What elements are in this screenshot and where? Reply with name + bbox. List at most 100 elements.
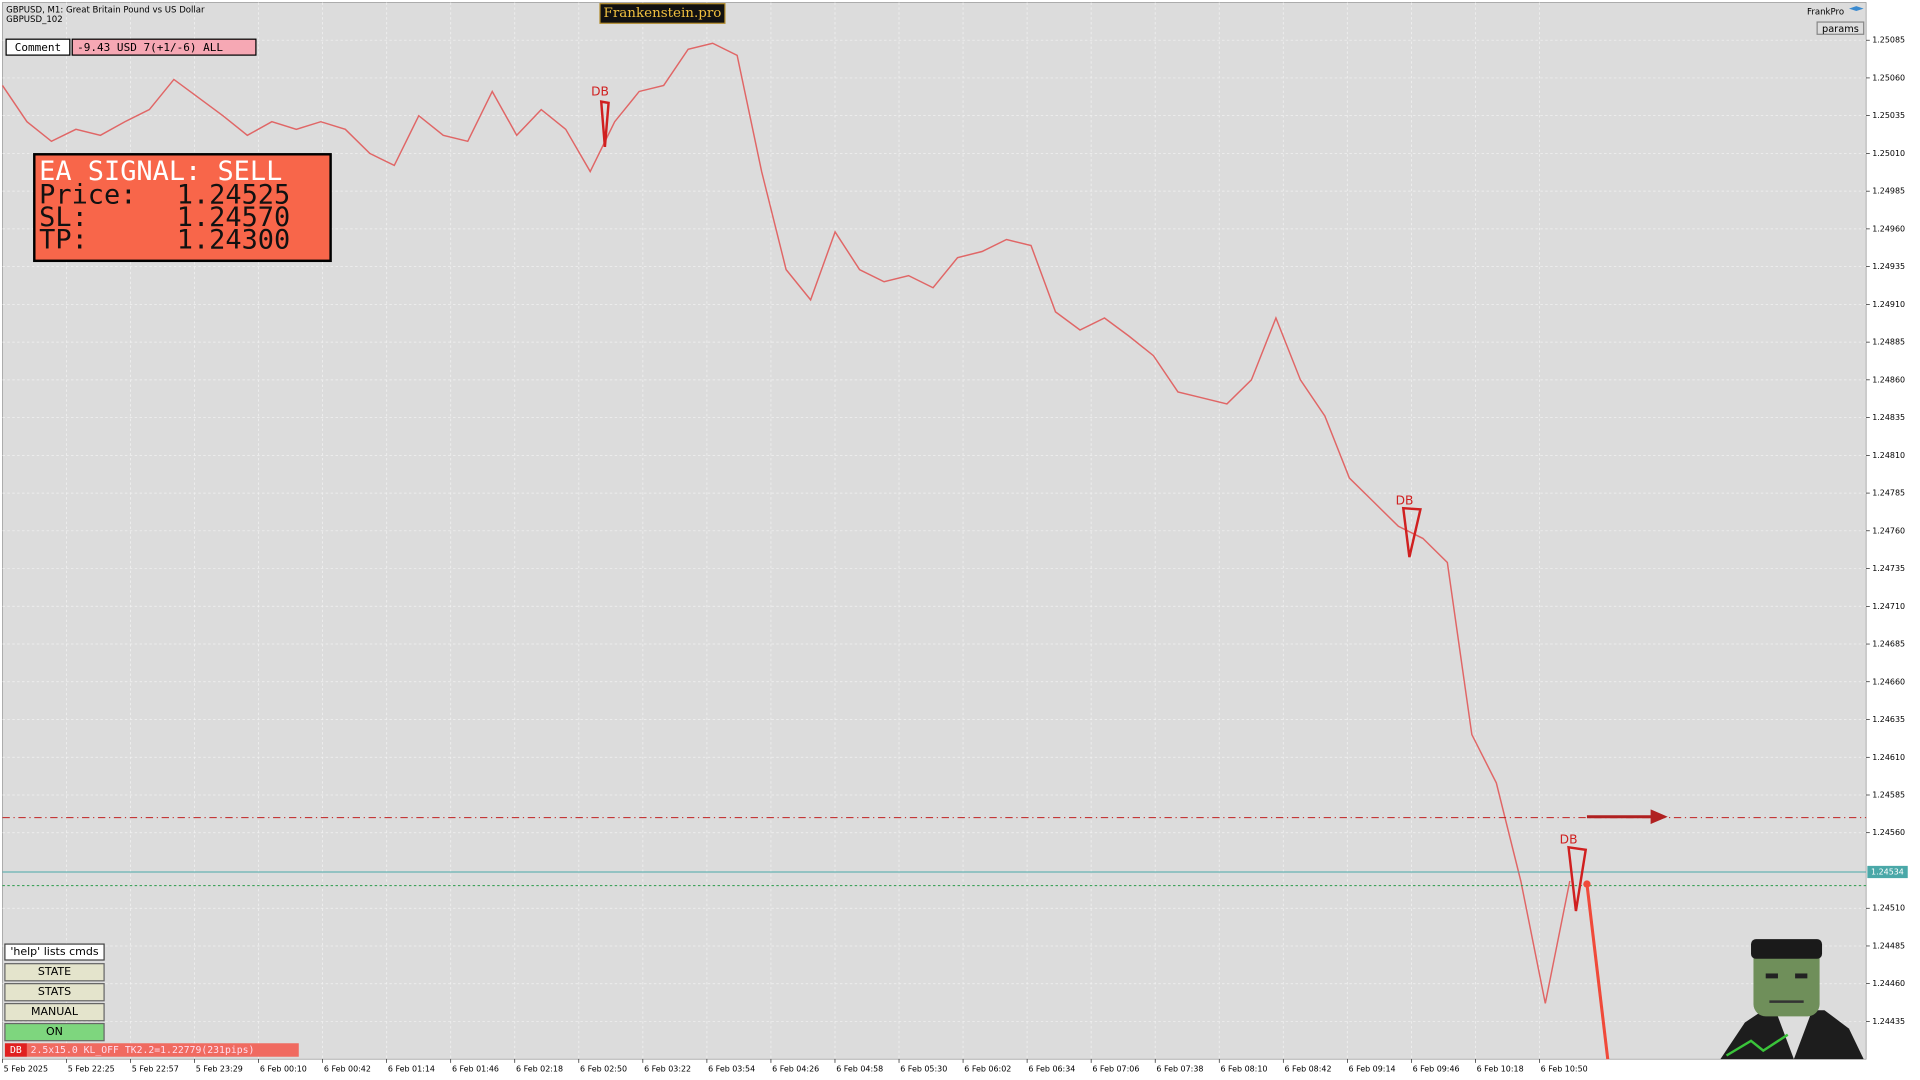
y-tick-label: 1.24910 bbox=[1872, 300, 1905, 309]
control-button-label[interactable]: STATS bbox=[38, 985, 71, 998]
current-price-tag bbox=[1867, 865, 1908, 879]
x-tick-label: 6 Feb 00:10 bbox=[260, 1064, 307, 1073]
y-tick-label: 1.24835 bbox=[1872, 413, 1905, 422]
account: GBPUSD_102 bbox=[6, 15, 63, 25]
signal-title: EA SIGNAL: SELL bbox=[39, 156, 282, 187]
help-text: 'help' lists cmds bbox=[10, 945, 99, 958]
control-button-label[interactable]: ON bbox=[46, 1025, 63, 1038]
y-tick-label: 1.24435 bbox=[1872, 1017, 1905, 1026]
x-tick-label: 6 Feb 09:46 bbox=[1413, 1064, 1460, 1073]
signal-box: EA SIGNAL: SELL Price: 1.24525 SL: 1.24570 T… bbox=[33, 153, 332, 263]
y-tick-label: 1.24610 bbox=[1872, 753, 1905, 762]
pattern-label: DB bbox=[1560, 833, 1578, 847]
mascot bbox=[1720, 939, 1864, 1060]
control-button-label[interactable]: STATE bbox=[38, 965, 71, 978]
signal-row-name: Price: bbox=[39, 179, 136, 210]
status-tag: DB bbox=[10, 1045, 22, 1056]
control-button[interactable] bbox=[4, 1022, 105, 1042]
comment-label-box bbox=[5, 38, 71, 56]
signal-row-value: 1.24570 bbox=[177, 202, 290, 233]
y-tick-label: 1.24510 bbox=[1872, 904, 1905, 913]
sl-arrowhead bbox=[1650, 809, 1668, 825]
brand-box bbox=[599, 3, 726, 24]
x-tick-label: 6 Feb 10:18 bbox=[1477, 1064, 1524, 1073]
params-button[interactable] bbox=[1816, 21, 1865, 35]
signal-row-name: TP: bbox=[39, 225, 88, 256]
x-tick-label: 5 Feb 2025 bbox=[4, 1064, 48, 1073]
x-tick-label: 6 Feb 01:46 bbox=[452, 1064, 499, 1073]
y-tick-label: 1.24760 bbox=[1872, 526, 1905, 535]
mascot-trend bbox=[1725, 1033, 1789, 1057]
x-tick-label: 6 Feb 07:06 bbox=[1092, 1064, 1139, 1073]
mascot-eye bbox=[1795, 973, 1808, 979]
comment-label: Comment bbox=[15, 41, 61, 54]
expert-icon bbox=[1848, 6, 1864, 12]
x-tick-label: 6 Feb 09:14 bbox=[1349, 1064, 1396, 1073]
y-tick-label: 1.24560 bbox=[1872, 828, 1905, 837]
y-tick-label: 1.24585 bbox=[1872, 791, 1905, 800]
y-tick-label: 1.25060 bbox=[1872, 73, 1905, 82]
y-tick-label: 1.24735 bbox=[1872, 564, 1905, 573]
status-box bbox=[26, 1043, 299, 1057]
brand: Frankenstein.pro bbox=[604, 6, 722, 21]
x-tick-label: 6 Feb 08:42 bbox=[1284, 1064, 1331, 1073]
y-tick-label: 1.24885 bbox=[1872, 338, 1905, 347]
y-tick-label: 1.25085 bbox=[1872, 36, 1905, 45]
mascot-eye bbox=[1765, 973, 1778, 979]
x-tick-label: 6 Feb 06:34 bbox=[1028, 1064, 1075, 1073]
params-label[interactable]: params bbox=[1822, 24, 1859, 35]
x-tick-label: 6 Feb 04:26 bbox=[772, 1064, 819, 1073]
y-tick-label: 1.24785 bbox=[1872, 489, 1905, 498]
y-tick-label: 1.24460 bbox=[1872, 979, 1905, 988]
current-price-label: 1.24534 bbox=[1871, 867, 1904, 876]
x-tick-label: 6 Feb 01:14 bbox=[388, 1064, 435, 1073]
x-tick-label: 6 Feb 07:38 bbox=[1156, 1064, 1203, 1073]
y-tick-label: 1.24935 bbox=[1872, 262, 1905, 271]
y-tick-label: 1.24960 bbox=[1872, 224, 1905, 233]
y-tick-label: 1.25010 bbox=[1872, 149, 1905, 158]
x-tick-label: 5 Feb 23:29 bbox=[196, 1064, 243, 1073]
mascot-hair bbox=[1751, 939, 1823, 959]
x-tick-label: 6 Feb 10:50 bbox=[1541, 1064, 1588, 1073]
x-tick-label: 5 Feb 22:57 bbox=[132, 1064, 179, 1073]
control-button[interactable] bbox=[4, 983, 105, 1002]
y-tick-label: 1.24635 bbox=[1872, 715, 1905, 724]
comment-value: -9.43 USD 7(+1/-6) ALL bbox=[77, 41, 223, 54]
x-tick-label: 5 Feb 22:25 bbox=[68, 1064, 115, 1073]
x-tick-label: 6 Feb 04:58 bbox=[836, 1064, 883, 1073]
x-tick-label: 6 Feb 02:18 bbox=[516, 1064, 563, 1073]
signal-row-value: 1.24300 bbox=[177, 225, 290, 256]
y-tick-label: 1.24710 bbox=[1872, 602, 1905, 611]
expert: FrankPro bbox=[1807, 8, 1844, 18]
symbol: GBPUSD, M1: Great Britain Pound vs US Do… bbox=[6, 5, 205, 15]
x-tick-label: 6 Feb 03:22 bbox=[644, 1064, 691, 1073]
y-tick-label: 1.24810 bbox=[1872, 451, 1905, 460]
pattern-label: DB bbox=[591, 84, 609, 98]
y-tick-label: 1.24985 bbox=[1872, 187, 1905, 196]
control-button-label[interactable]: MANUAL bbox=[31, 1005, 79, 1018]
x-tick-label: 6 Feb 05:30 bbox=[900, 1064, 947, 1073]
y-tick-label: 1.24860 bbox=[1872, 375, 1905, 384]
signal-row-name: SL: bbox=[39, 202, 88, 233]
control-button[interactable] bbox=[4, 1002, 105, 1022]
x-tick-label: 6 Feb 06:02 bbox=[964, 1064, 1011, 1073]
control-button[interactable] bbox=[4, 963, 105, 982]
x-tick-label: 6 Feb 03:54 bbox=[708, 1064, 755, 1073]
y-tick-label: 1.24485 bbox=[1872, 941, 1905, 950]
y-tick-label: 1.24660 bbox=[1872, 677, 1905, 686]
comment-value-box bbox=[71, 38, 257, 56]
forecast-line bbox=[1585, 883, 1610, 1060]
signal-bg bbox=[33, 153, 332, 263]
mascot-collar bbox=[1775, 1010, 1813, 1060]
entry-dot bbox=[1583, 880, 1591, 888]
y-tick-label: 1.24685 bbox=[1872, 640, 1905, 649]
pattern-shape bbox=[599, 100, 610, 148]
help-box bbox=[4, 943, 105, 961]
mascot-face bbox=[1753, 945, 1820, 1017]
x-tick-label: 6 Feb 02:50 bbox=[580, 1064, 627, 1073]
pattern-shape bbox=[1567, 845, 1588, 912]
status-text: 2.5x15.0 KL_OFF TK2.2=1.22779(231pips) bbox=[31, 1045, 255, 1056]
signal-row-value: 1.24525 bbox=[177, 179, 290, 210]
